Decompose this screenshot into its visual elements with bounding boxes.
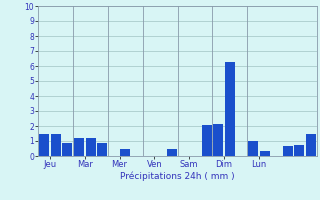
Bar bbox=[39, 134, 49, 156]
Bar bbox=[167, 149, 177, 156]
Bar bbox=[225, 62, 235, 156]
Bar bbox=[62, 142, 72, 156]
Bar bbox=[306, 134, 316, 156]
Bar bbox=[213, 124, 223, 156]
Bar bbox=[86, 138, 96, 156]
Bar bbox=[51, 134, 61, 156]
Bar bbox=[97, 143, 107, 156]
Bar bbox=[283, 146, 293, 156]
Bar bbox=[74, 138, 84, 156]
Bar bbox=[248, 141, 258, 156]
X-axis label: Précipitations 24h ( mm ): Précipitations 24h ( mm ) bbox=[120, 172, 235, 181]
Bar bbox=[260, 151, 269, 156]
Bar bbox=[294, 145, 304, 156]
Bar bbox=[120, 149, 130, 156]
Bar bbox=[202, 124, 212, 156]
